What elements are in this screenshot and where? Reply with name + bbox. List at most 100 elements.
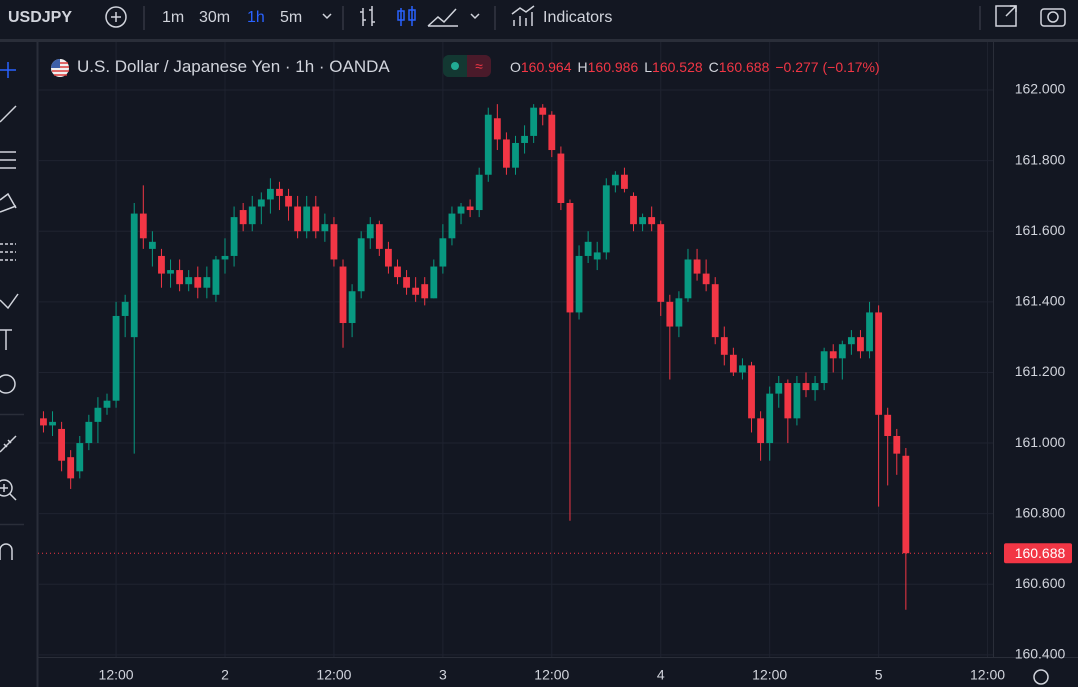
candle-body (829, 351, 837, 359)
snapshot-icon[interactable] (1040, 8, 1066, 27)
magnet-tool[interactable] (0, 543, 13, 560)
toolbar-separators (143, 6, 981, 30)
candle-body (40, 418, 47, 426)
brush-tool[interactable] (0, 293, 19, 310)
candle-body (112, 315, 120, 401)
interval[interactable]: 1m (162, 9, 185, 26)
candle-body (875, 312, 883, 415)
candle-body (321, 224, 329, 232)
candle-body (148, 241, 156, 249)
interval[interactable]: 5m (280, 9, 303, 26)
candle-body (158, 255, 165, 274)
interval-menu[interactable] (322, 13, 332, 20)
candle-body (303, 206, 311, 232)
candle-body (94, 407, 102, 422)
candle-body (820, 351, 828, 384)
candle-body (484, 114, 492, 175)
symbol[interactable]: USDJPY (8, 9, 73, 26)
flag-canton (51, 59, 60, 69)
chart-type-menu[interactable] (470, 13, 480, 20)
last-price-box (1004, 543, 1072, 564)
candle-body (348, 291, 356, 324)
legend (48, 55, 70, 79)
flag-icon (51, 59, 69, 78)
candle-body (239, 210, 247, 225)
fib-tool[interactable] (0, 151, 16, 169)
candle-body (503, 139, 510, 168)
candle-body (847, 337, 855, 345)
interval[interactable]: 1h (247, 9, 265, 26)
area-icon[interactable] (427, 8, 458, 27)
add-symbol[interactable] (105, 6, 127, 28)
candle-body (602, 185, 610, 253)
candle-body (802, 383, 810, 391)
toolbar-icons (105, 5, 1066, 28)
ohlc-value: 160.964 (520, 59, 572, 75)
candle-body (693, 259, 701, 274)
candle-body (212, 259, 220, 295)
candle-body (811, 383, 819, 391)
x-tick-label: 2 (221, 667, 229, 683)
candle-body (448, 213, 456, 239)
interval[interactable]: 30m (199, 9, 231, 26)
ohlc-label: L (644, 59, 653, 75)
candle-body (493, 118, 501, 140)
icon-tool[interactable] (0, 374, 16, 394)
trend-line-tool[interactable] (0, 105, 17, 123)
candle-body (720, 337, 728, 355)
candle-body (539, 107, 547, 115)
indicators-button[interactable]: Indicators (543, 9, 613, 26)
settings-icon[interactable] (1033, 669, 1049, 685)
candle-body (639, 217, 646, 225)
status-pill: ≈ (443, 55, 491, 77)
projection-tool[interactable] (0, 243, 16, 261)
chart-title: U.S. Dollar / Japanese Yen · 1h · OANDA (77, 57, 390, 76)
measure-tool[interactable] (0, 435, 17, 453)
candle-body (611, 174, 619, 186)
candle-body (548, 114, 556, 151)
candle-body (702, 273, 710, 285)
y-tick-label: 160.800 (1015, 504, 1066, 520)
candle-body (366, 224, 374, 239)
x-tick-label: 4 (657, 667, 665, 683)
candle-body (394, 266, 401, 278)
candle-body (248, 206, 256, 225)
candle-body (729, 354, 737, 373)
x-tick-label: 5 (875, 667, 883, 683)
candle-body (357, 238, 365, 292)
x-tick-label: 12:00 (316, 667, 351, 683)
zoom-tool[interactable] (0, 479, 13, 497)
candle-body (684, 259, 692, 299)
text-tool[interactable] (0, 329, 12, 350)
flag-stripes (52, 62, 69, 77)
candle-body (221, 255, 229, 260)
candle-body (557, 153, 565, 203)
ohlc-label: O (510, 59, 521, 75)
y-tick-label: 160.400 (1015, 646, 1066, 662)
candle-body (294, 206, 302, 232)
change: −0.277 (−0.17%) (775, 59, 880, 75)
candle-body (648, 217, 656, 225)
candle-body (375, 224, 383, 249)
candle-body (408, 9, 416, 21)
crosshair-tool[interactable] (0, 62, 16, 78)
fullscreen-icon[interactable] (995, 5, 1017, 27)
indicators-icon[interactable] (511, 5, 535, 26)
ohlc-value: 160.986 (587, 59, 639, 75)
candle-body (76, 443, 84, 472)
y-tick-label: 161.600 (1015, 222, 1066, 238)
candle-body (884, 414, 892, 436)
y-tick-label: 161.000 (1015, 434, 1066, 450)
candle-body (403, 277, 410, 288)
last-price-label: 160.688 (1015, 545, 1066, 561)
pattern-tool[interactable] (0, 192, 17, 213)
bars-icon[interactable] (360, 6, 375, 26)
x-tick-label: 12:00 (99, 667, 134, 683)
candle-body (630, 195, 637, 225)
x-tick-label: 3 (439, 667, 447, 683)
candle-body (866, 312, 873, 352)
candle-body (593, 252, 601, 260)
